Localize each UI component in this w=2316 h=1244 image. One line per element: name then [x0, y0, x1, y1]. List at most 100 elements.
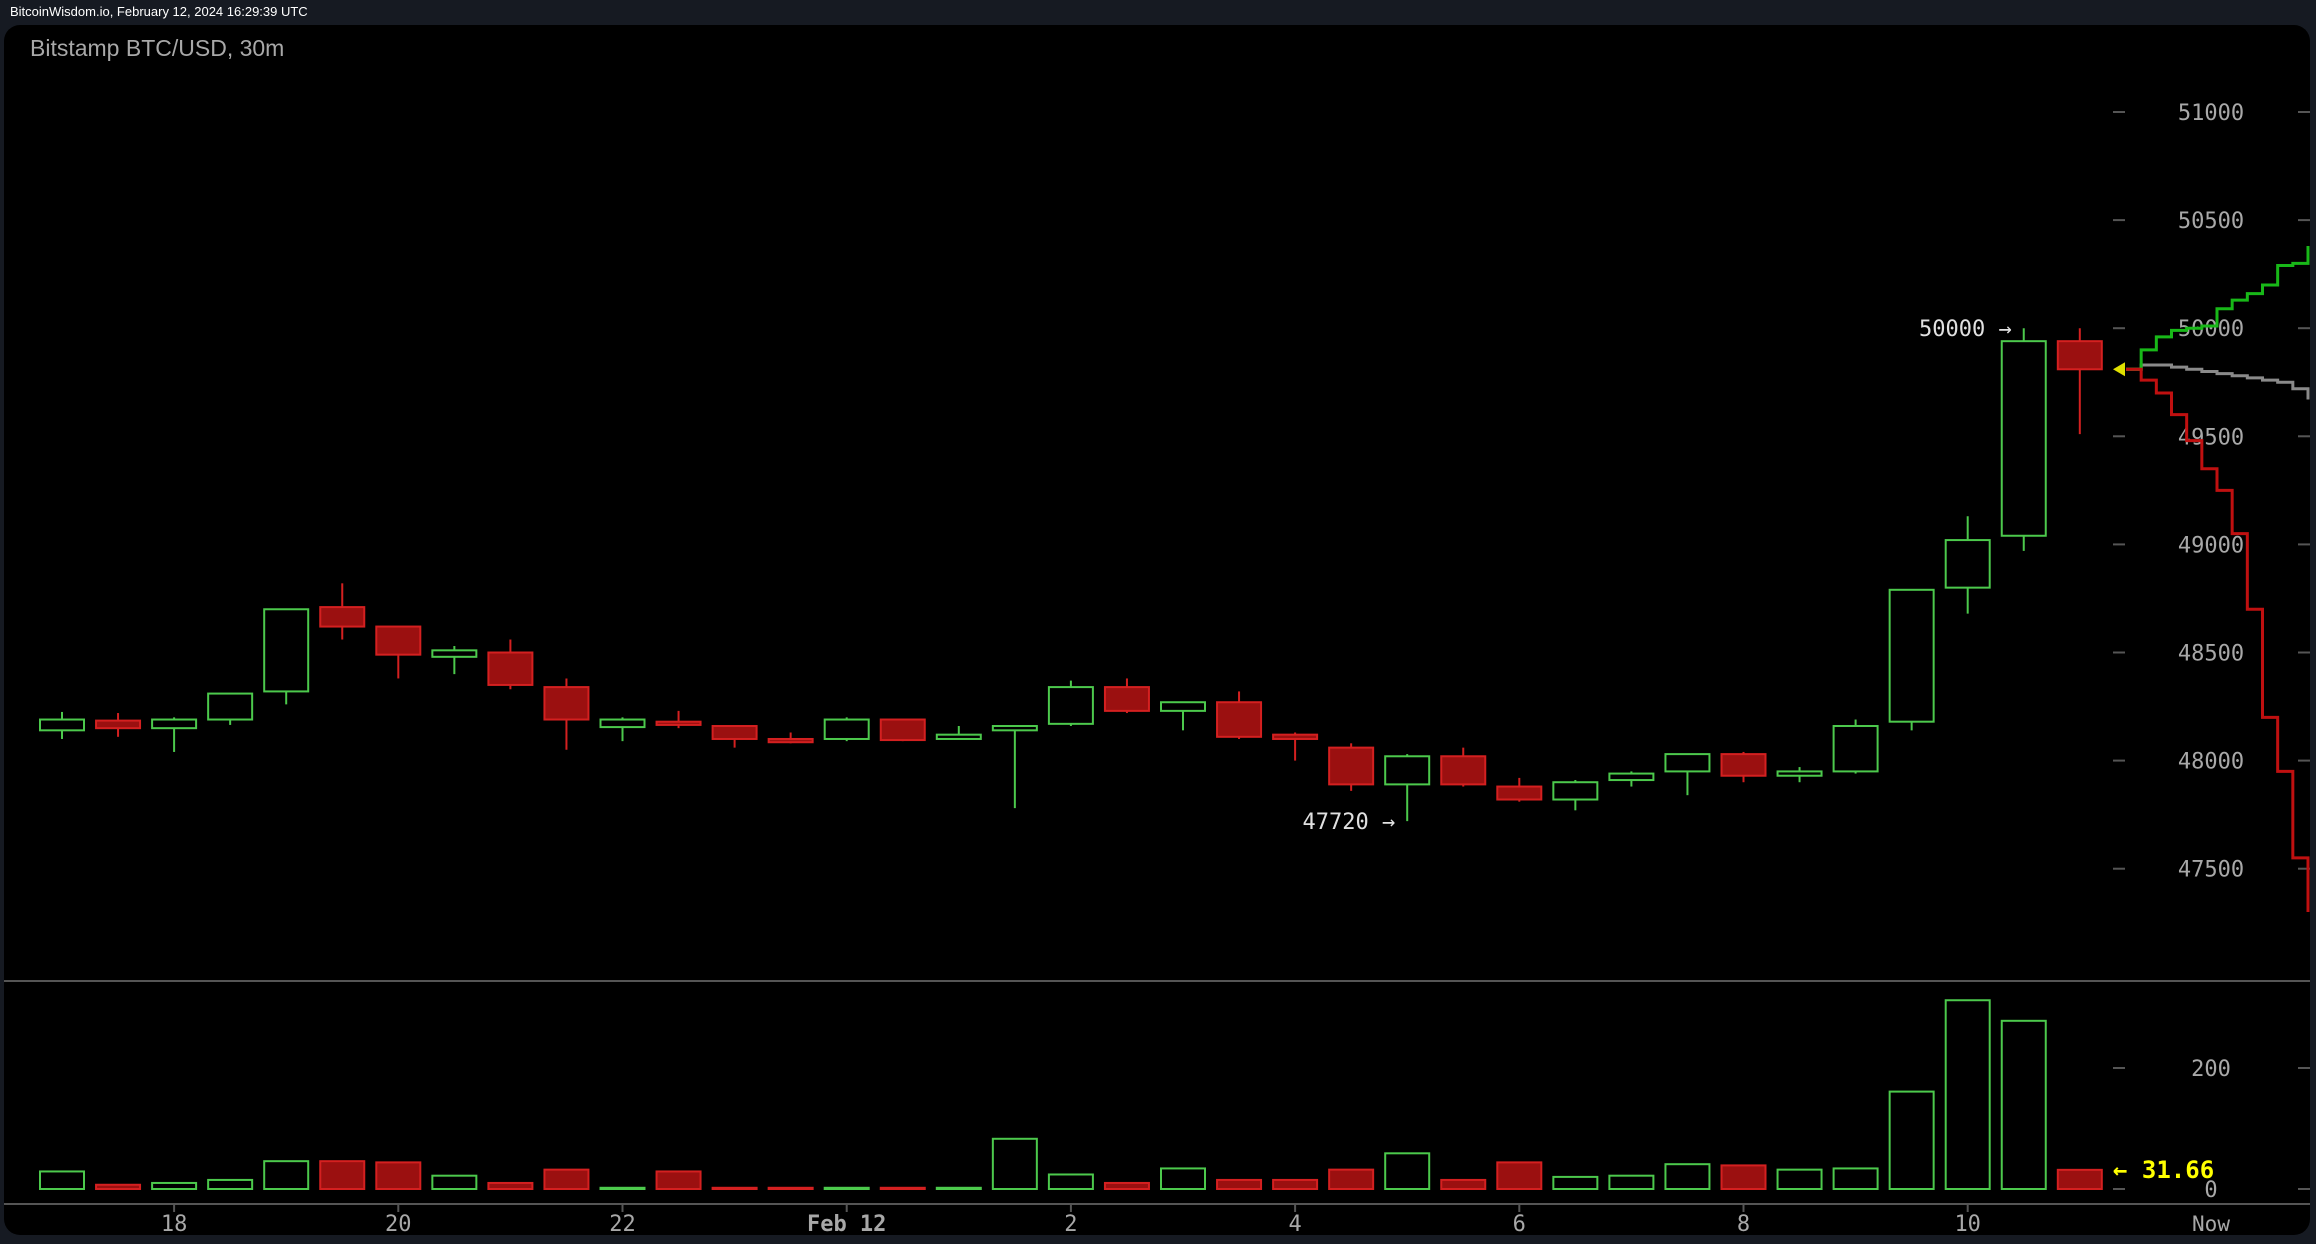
volume-bar-down	[95, 1183, 142, 1191]
volume-bar-up	[1160, 1167, 1206, 1191]
candle-up	[823, 718, 870, 740]
volume-bar-up	[1944, 999, 1991, 1190]
candle-up	[1888, 588, 1935, 723]
candle-down	[655, 720, 702, 726]
y-tick-label: 51000	[2178, 101, 2244, 126]
candle-up	[1944, 539, 1991, 589]
last-price-marker-icon	[2113, 362, 2125, 377]
x-tick-label: 22	[609, 1212, 636, 1235]
volume-bar-down	[2056, 1168, 2103, 1191]
y-tick-label: 49500	[2178, 425, 2244, 450]
volume-bar-up	[599, 1186, 646, 1191]
price-annotation: 50000 →	[1919, 317, 2012, 342]
x-tick-label: 20	[385, 1212, 412, 1235]
chart-panel: 51000 50500 50000 49500 49000 48500 48000 47500…	[4, 25, 2310, 1235]
x-tick-label: 2	[1064, 1212, 1077, 1235]
x-tick-label: 8	[1737, 1212, 1750, 1235]
y-tick-label: 48000	[2178, 750, 2244, 775]
volume-bar-up	[935, 1186, 982, 1191]
candle-up	[207, 692, 254, 721]
volume-bar-up	[151, 1181, 198, 1190]
volume-bar-down	[655, 1170, 702, 1190]
candle-up	[935, 733, 982, 740]
candle-up	[599, 718, 646, 729]
candle-down	[1103, 686, 1150, 712]
volume-bar-down	[543, 1168, 590, 1191]
volume-bar-down	[711, 1186, 758, 1191]
candle-up	[431, 649, 478, 658]
candle-up	[1384, 755, 1431, 786]
candle-down	[767, 737, 814, 744]
y-tick-label: 49000	[2178, 533, 2244, 558]
y-tick-label: 48500	[2178, 642, 2244, 667]
candle-up	[1047, 686, 1094, 725]
volume-bar-up	[823, 1186, 870, 1191]
volume-bar-up	[1047, 1173, 1094, 1190]
volume-bar-up	[1608, 1174, 1655, 1190]
y-tick-label: 50500	[2178, 209, 2244, 234]
volume-bar-down	[1216, 1178, 1263, 1191]
volume-bar-up	[1664, 1163, 1711, 1190]
volume-bar-down	[1103, 1181, 1150, 1190]
candle-down	[2056, 340, 2103, 371]
volume-bar-up	[991, 1137, 1038, 1191]
volume-bar-down	[1440, 1178, 1487, 1191]
candle-up	[151, 718, 198, 730]
order-book-mid-line	[2126, 363, 2310, 400]
candle-up	[39, 718, 85, 732]
candle-down	[1328, 746, 1375, 786]
volume-bar-down	[319, 1160, 366, 1191]
volume-bar-up	[1776, 1168, 1823, 1191]
volume-bar-up	[2000, 1019, 2047, 1190]
candle-down	[1440, 755, 1487, 786]
candle-up	[1608, 772, 1655, 782]
x-tick-label: 18	[161, 1212, 188, 1235]
volume-bar-down	[767, 1186, 814, 1191]
candle-up	[263, 608, 310, 693]
x-tick-label: Feb 12	[807, 1212, 886, 1235]
candle-down	[319, 606, 366, 628]
chart-title: Bitstamp BTC/USD, 30m	[30, 35, 285, 61]
candle-down	[879, 718, 926, 742]
volume-bar-up	[1552, 1175, 1599, 1191]
volume-bar-up	[1384, 1152, 1431, 1191]
x-now-label: Now	[2192, 1212, 2230, 1235]
volume-bar-down	[1496, 1161, 1543, 1191]
last-volume-label: ← 31.66	[2113, 1156, 2214, 1184]
x-tick-label: 6	[1513, 1212, 1526, 1235]
candle-down	[543, 686, 590, 721]
candle-up	[2000, 340, 2047, 537]
candle-down	[1272, 733, 1319, 740]
candle-up	[1776, 770, 1823, 777]
price-annotation: 47720 →	[1302, 810, 1395, 835]
y-tick-label: 47500	[2178, 858, 2244, 883]
volume-bar-up	[1888, 1090, 1935, 1190]
volume-bar-up	[1832, 1167, 1879, 1191]
order-book-ask-depth	[2126, 246, 2310, 371]
volume-bar-down	[1328, 1168, 1375, 1191]
candle-up	[1552, 781, 1599, 801]
volume-tick-label: 200	[2191, 1057, 2231, 1082]
candle-up	[1664, 753, 1711, 773]
x-tick-label: 4	[1288, 1212, 1301, 1235]
candle-down	[375, 625, 422, 656]
volume-bar-up	[431, 1174, 478, 1190]
candle-down	[1216, 701, 1263, 738]
candle-down	[1720, 753, 1767, 777]
candle-up	[1160, 701, 1206, 712]
candle-down	[487, 651, 534, 686]
volume-bar-down	[375, 1161, 422, 1191]
candle-up	[991, 725, 1038, 732]
candle-up	[1832, 725, 1879, 773]
volume-bar-up	[39, 1170, 85, 1190]
volume-bar-down	[879, 1186, 926, 1191]
volume-bar-up	[263, 1160, 310, 1191]
candle-down	[1496, 785, 1543, 801]
volume-bar-down	[487, 1181, 534, 1190]
source-timestamp: BitcoinWisdom.io, February 12, 2024 16:2…	[10, 4, 308, 19]
volume-bar-down	[1720, 1164, 1767, 1191]
candle-down	[95, 719, 142, 730]
candle-down	[711, 725, 758, 740]
volume-bar-up	[207, 1178, 254, 1191]
btc-usd-chart[interactable]: 5100050500500004950049000485004800047500…	[4, 25, 2310, 1235]
